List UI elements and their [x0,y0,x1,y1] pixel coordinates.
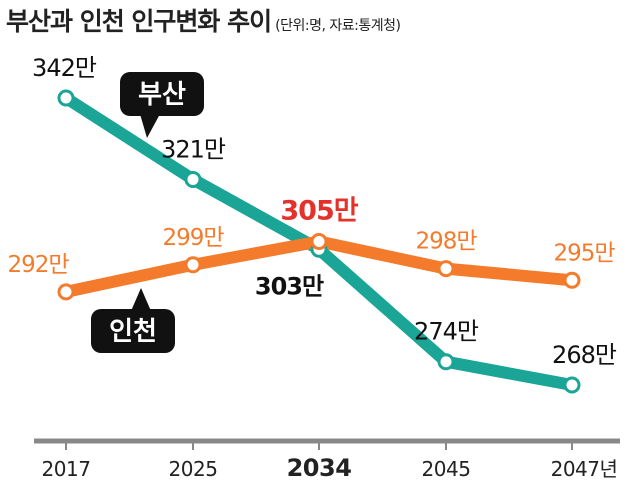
data-label-busan: 274만 [414,318,479,346]
data-point-busan [57,89,75,107]
x-tick-label: 2047년 [551,457,618,481]
data-label-busan: 303만 [255,272,324,300]
data-point-busan [563,376,581,394]
x-tick-label: 2045 [422,457,471,481]
chart-title: 부산과 인천 인구변화 추이 (단위:명, 자료:통계청) [6,2,401,38]
data-point-busan [437,353,455,371]
chart-title-text: 부산과 인천 인구변화 추이 [6,7,272,36]
legend-callout-busan-label: 부산 [138,80,186,110]
data-point-incheon [310,233,328,250]
legend-callout-incheon-label: 인천 [109,317,157,347]
legend-callout-incheon-bubble [91,309,175,353]
data-point-incheon [57,283,75,301]
data-label-incheon: 298만 [415,229,477,255]
x-tick-label: 2034 [287,454,352,482]
data-label-busan: 321만 [161,135,226,163]
data-label-incheon: 292만 [7,252,69,278]
data-label-incheon: 295만 [553,240,615,266]
data-label-busan: 268만 [552,341,617,369]
x-tick-label: 2017 [42,457,91,481]
data-point-incheon [184,256,202,274]
legend-callout-busan-tail [140,114,160,138]
x-tick-label: 2025 [169,457,218,481]
data-point-busan [184,170,202,188]
data-point-incheon [563,271,581,289]
data-point-incheon [437,260,455,278]
legend-callout-incheon-tail [131,288,151,311]
chart-subtitle: (단위:명, 자료:통계청) [275,18,401,34]
data-label-incheon: 299만 [162,225,224,251]
data-label-incheon: 305만 [280,196,358,227]
data-label-busan: 342만 [32,54,97,82]
legend-callout-busan-bubble [120,72,204,116]
